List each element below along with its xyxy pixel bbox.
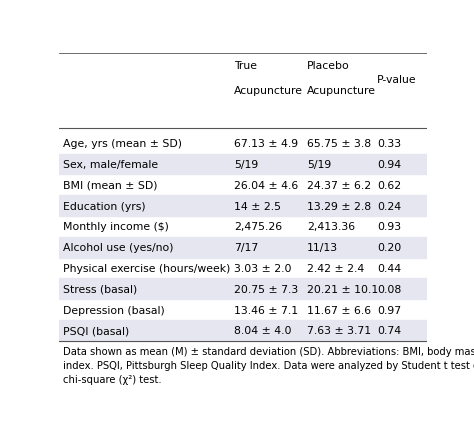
Text: 0.94: 0.94 (377, 159, 401, 170)
Text: Acupuncture: Acupuncture (234, 86, 303, 96)
Text: P-value: P-value (377, 74, 417, 85)
Text: Sex, male/female: Sex, male/female (63, 159, 158, 170)
Text: 14 ± 2.5: 14 ± 2.5 (234, 201, 281, 211)
Text: Acupuncture: Acupuncture (307, 86, 376, 96)
Text: 5/19: 5/19 (234, 159, 258, 170)
Text: 13.29 ± 2.8: 13.29 ± 2.8 (307, 201, 371, 211)
Text: 0.62: 0.62 (377, 180, 401, 191)
Text: 2.42 ± 2.4: 2.42 ± 2.4 (307, 263, 365, 273)
Text: 13.46 ± 7.1: 13.46 ± 7.1 (234, 305, 298, 315)
Text: 0.44: 0.44 (377, 263, 401, 273)
Text: 26.04 ± 4.6: 26.04 ± 4.6 (234, 180, 298, 191)
Text: 20.75 ± 7.3: 20.75 ± 7.3 (234, 284, 298, 294)
Bar (59, 196, 427, 216)
Text: PSQI (basal): PSQI (basal) (63, 325, 129, 336)
Text: Monthly income ($): Monthly income ($) (63, 222, 169, 232)
Text: 0.33: 0.33 (377, 139, 401, 149)
Text: Data shown as mean (M) ± standard deviation (SD). Abbreviations: BMI, body mass: Data shown as mean (M) ± standard deviat… (63, 346, 474, 356)
Text: 2,413.36: 2,413.36 (307, 222, 356, 232)
Text: 65.75 ± 3.8: 65.75 ± 3.8 (307, 139, 371, 149)
Text: 11.67 ± 6.6: 11.67 ± 6.6 (307, 305, 371, 315)
Text: 0.24: 0.24 (377, 201, 401, 211)
Bar (59, 279, 427, 300)
Text: chi-square (χ²) test.: chi-square (χ²) test. (63, 374, 162, 384)
Text: Depression (basal): Depression (basal) (63, 305, 164, 315)
Bar (59, 320, 427, 341)
Text: 0.08: 0.08 (377, 284, 401, 294)
Text: index. PSQI, Pittsburgh Sleep Quality Index. Data were analyzed by Student t tes: index. PSQI, Pittsburgh Sleep Quality In… (63, 360, 474, 370)
Text: 24.37 ± 6.2: 24.37 ± 6.2 (307, 180, 371, 191)
Text: 0.74: 0.74 (377, 325, 401, 336)
Text: BMI (mean ± SD): BMI (mean ± SD) (63, 180, 157, 191)
Text: 0.20: 0.20 (377, 243, 401, 253)
Text: Placebo: Placebo (307, 61, 350, 71)
Text: 8.04 ± 4.0: 8.04 ± 4.0 (234, 325, 291, 336)
Text: 67.13 ± 4.9: 67.13 ± 4.9 (234, 139, 298, 149)
Text: Education (yrs): Education (yrs) (63, 201, 146, 211)
Text: Stress (basal): Stress (basal) (63, 284, 137, 294)
Text: 7/17: 7/17 (234, 243, 258, 253)
Bar (59, 154, 427, 175)
Bar (59, 237, 427, 258)
Text: Alcohol use (yes/no): Alcohol use (yes/no) (63, 243, 173, 253)
Text: 11/13: 11/13 (307, 243, 338, 253)
Text: 2,475.26: 2,475.26 (234, 222, 282, 232)
Text: Age, yrs (mean ± SD): Age, yrs (mean ± SD) (63, 139, 182, 149)
Text: Physical exercise (hours/week): Physical exercise (hours/week) (63, 263, 230, 273)
Text: 0.93: 0.93 (377, 222, 401, 232)
Text: True: True (234, 61, 257, 71)
Text: 3.03 ± 2.0: 3.03 ± 2.0 (234, 263, 291, 273)
Text: 7.63 ± 3.71: 7.63 ± 3.71 (307, 325, 371, 336)
Text: 20.21 ± 10.1: 20.21 ± 10.1 (307, 284, 378, 294)
Text: 0.97: 0.97 (377, 305, 401, 315)
Text: 5/19: 5/19 (307, 159, 331, 170)
